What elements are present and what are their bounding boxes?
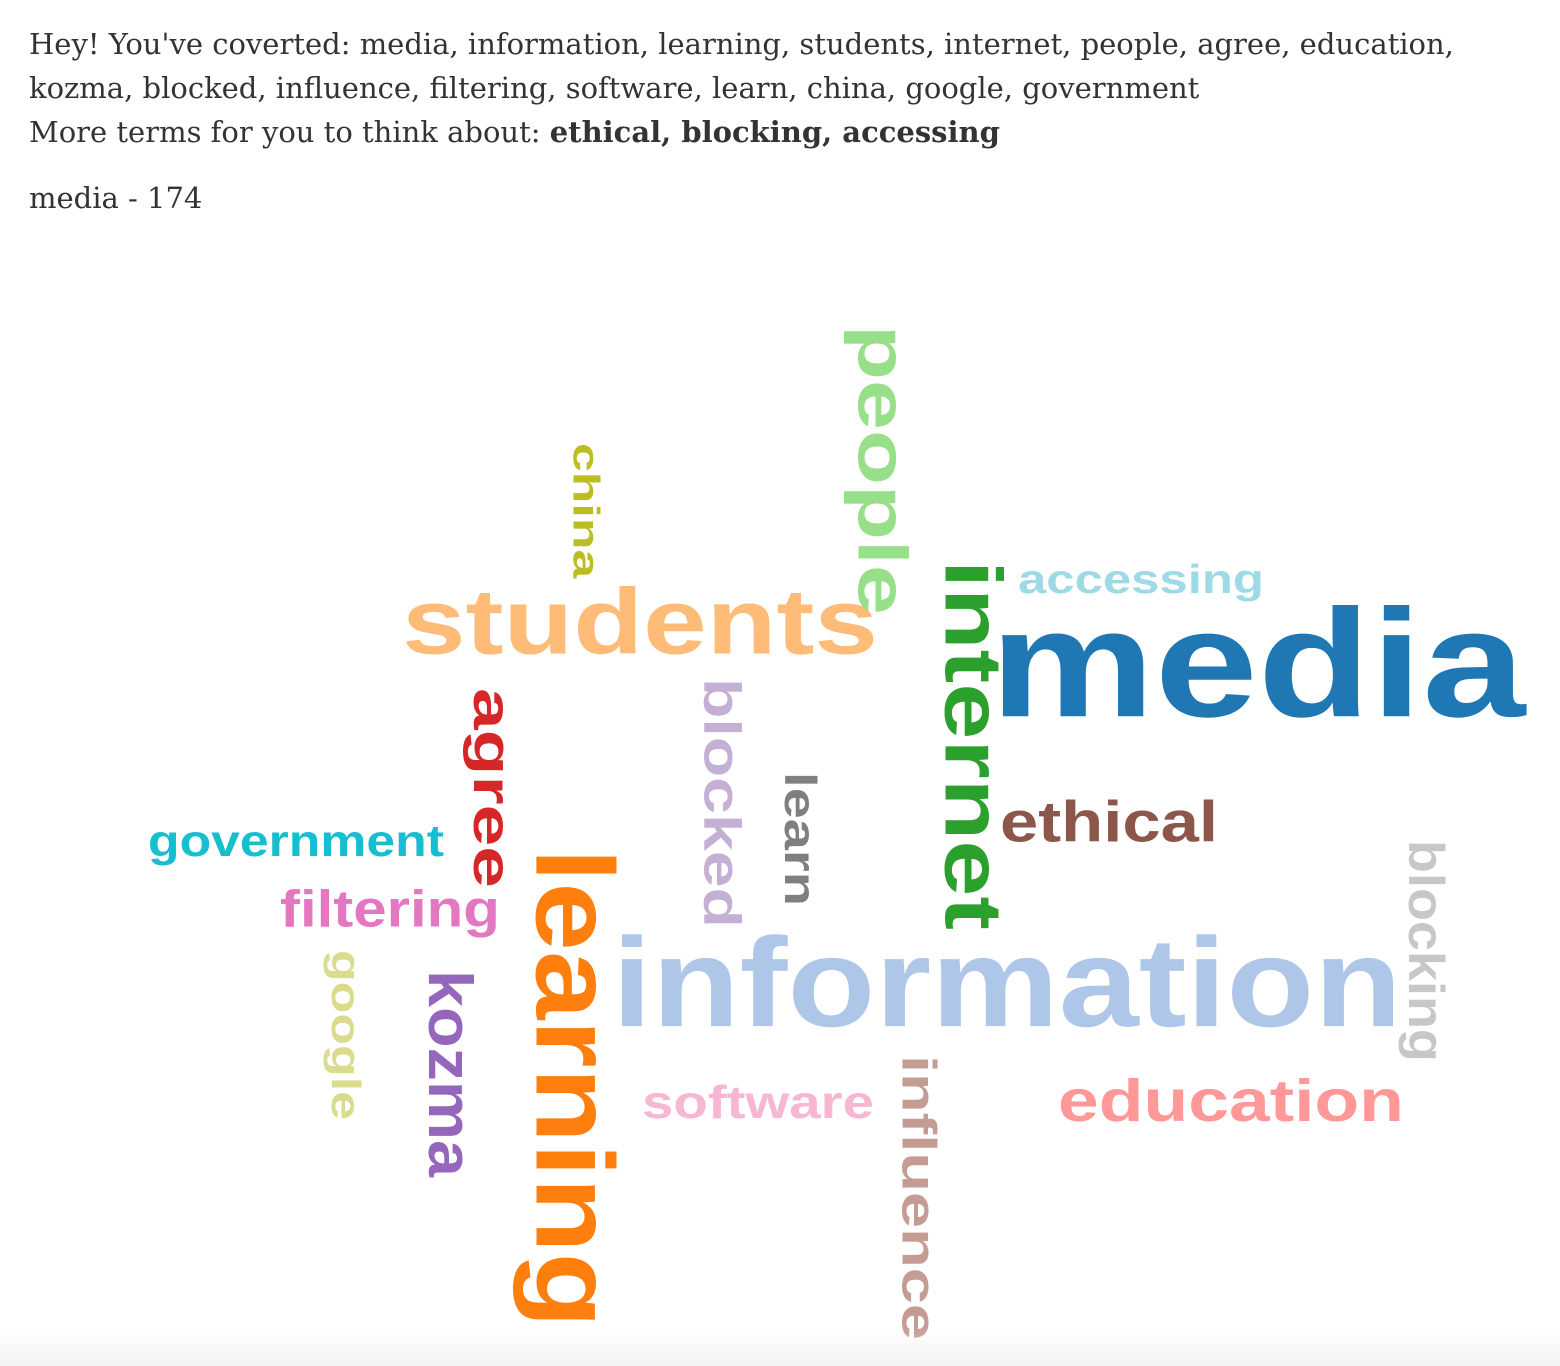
word-agree[interactable]: agree [462,688,522,888]
word-students[interactable]: students [402,571,878,674]
word-media[interactable]: media [990,578,1527,749]
word-ethical[interactable]: ethical [1000,791,1218,854]
word-education[interactable]: education [1058,1069,1404,1135]
more-terms-prefix: More terms for you to think about: [29,115,550,149]
word-internet[interactable]: internet [928,560,1018,930]
word-china[interactable]: china [565,443,607,579]
converted-terms-message: Hey! You've coverted: media, information… [29,22,1529,154]
word-kozma[interactable]: kozma [415,970,485,1178]
converted-prefix: Hey! You've coverted: [29,27,360,61]
word-accessing[interactable]: accessing [1018,556,1264,602]
word-google[interactable]: google [323,950,369,1120]
word-blocked[interactable]: blocked [693,678,751,928]
word-learning[interactable]: learning [513,848,637,1328]
word-software[interactable]: software [642,1076,874,1128]
word-government[interactable]: government [148,816,444,866]
word-learn[interactable]: learn [775,772,825,906]
word-filtering[interactable]: filtering [280,879,500,937]
selected-term-count: media - 174 [29,181,203,215]
word-information[interactable]: information [612,911,1402,1053]
word-blocking[interactable]: blocking [1397,840,1453,1062]
word-people[interactable]: people [843,325,921,615]
word-influence[interactable]: influence [892,1055,946,1340]
converted-terms-list: media, information, learning, students, … [29,27,1454,105]
more-terms-list: ethical, blocking, accessing [549,115,1000,149]
